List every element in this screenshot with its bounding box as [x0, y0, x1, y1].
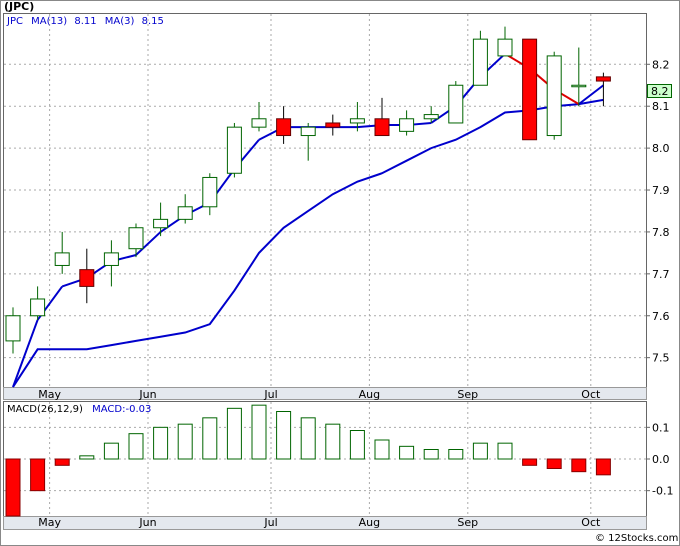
candle-body — [276, 118, 292, 137]
macd-bar — [497, 442, 513, 460]
candle-body — [448, 84, 464, 124]
macd-bar — [177, 423, 193, 460]
candle-body — [30, 298, 46, 317]
candle-body — [300, 126, 316, 137]
macd-bar — [374, 439, 390, 460]
macd-x-tick-label: Jun — [138, 516, 156, 529]
price-x-tick-label: Sep — [457, 388, 478, 401]
candle-body — [595, 76, 611, 82]
candle-body — [546, 55, 562, 137]
candle-body — [202, 176, 218, 208]
macd-bar — [423, 449, 439, 460]
macd-legend: MACD(26,12,9) MACD:-0.03 — [7, 404, 151, 415]
price-date-axis-strip — [3, 387, 647, 400]
candle-body — [522, 38, 538, 141]
candle-body — [79, 269, 95, 287]
macd-bar — [522, 458, 538, 466]
candle-body — [349, 118, 365, 124]
candle-body — [177, 206, 193, 220]
watermark: © 12Stocks.com — [595, 533, 678, 544]
ma3-line-segment — [12, 319, 39, 388]
ma3-line-segment — [578, 84, 605, 105]
price-x-tick-label: Jul — [263, 388, 277, 401]
macd-bar — [349, 430, 365, 460]
macd-bar — [571, 458, 587, 473]
price-x-tick-label: Oct — [581, 388, 601, 401]
ma3-line-segment — [135, 231, 162, 256]
macd-value-label: MACD:-0.03 — [92, 404, 151, 415]
macd-bar — [30, 458, 46, 492]
legend-ticker: JPC — [6, 16, 23, 27]
macd-x-tick-label: Oct — [581, 516, 601, 529]
price-y-tick-label: 7.9 — [652, 184, 670, 197]
macd-bar — [202, 417, 218, 460]
macd-x-tick-label: Aug — [359, 516, 380, 529]
macd-bar — [399, 445, 415, 460]
macd-bar — [300, 417, 316, 460]
legend-ma3-value: 8.15 — [142, 16, 164, 27]
macd-x-tick-label: Sep — [457, 516, 478, 529]
macd-bar — [251, 404, 267, 460]
macd-x-tick-label: Jul — [263, 516, 277, 529]
candle-body — [571, 84, 587, 88]
price-legend: JPC MA(13) 8.11 MA(3) 8.15 — [6, 16, 164, 27]
legend-ma3-label: MA(3) — [105, 16, 135, 27]
candle-body — [103, 252, 119, 266]
axis-labels: 7.5 7.6 7.7 7.8 7.9 8.0 8.1 8.2 May May Jun Jun Jul J… — [38, 58, 673, 529]
ma13-line — [12, 98, 604, 388]
candle-body — [128, 227, 144, 250]
candle-body — [374, 118, 390, 137]
candle-body — [153, 218, 169, 229]
symbol-title: (JPC) — [4, 0, 34, 13]
macd-bar — [325, 423, 341, 460]
candle-body — [251, 118, 267, 128]
candlesticks — [5, 26, 611, 354]
candle-body — [5, 315, 21, 342]
macd-bar — [226, 407, 242, 460]
candle-body — [226, 126, 242, 174]
macd-y-tick-label: 0.0 — [652, 453, 670, 466]
last-price-tag-box — [647, 84, 672, 98]
price-y-tick-label: 7.6 — [652, 310, 670, 323]
price-y-tick-label: 7.8 — [652, 226, 670, 239]
candle-body — [399, 118, 415, 132]
macd-bar — [103, 442, 119, 460]
legend-ma13-value: 8.11 — [74, 16, 96, 27]
legend-ma13-label: MA(13) — [31, 16, 67, 27]
price-y-tick-label: 8.2 — [652, 58, 670, 71]
macd-bar — [546, 458, 562, 469]
macd-bar — [595, 458, 611, 476]
macd-title: MACD(26,12,9) — [7, 404, 83, 415]
macd-bar — [54, 458, 70, 466]
price-x-tick-label: Jun — [138, 388, 156, 401]
macd-bar — [128, 433, 144, 460]
candle-body — [325, 122, 341, 128]
macd-bar — [79, 455, 95, 460]
macd-bar — [5, 458, 21, 517]
macd-y-tick-label: 0.1 — [652, 421, 670, 434]
macd-bar — [276, 411, 292, 460]
price-y-tick-label: 8.0 — [652, 142, 670, 155]
macd-bar — [448, 449, 464, 460]
price-x-tick-label: May — [38, 388, 61, 401]
price-y-tick-label: 8.1 — [652, 100, 670, 113]
price-x-tick-label: Aug — [359, 388, 380, 401]
macd-date-axis-strip — [3, 516, 647, 530]
macd-x-tick-label: May — [38, 516, 61, 529]
candle-body — [497, 38, 513, 57]
candle-body — [472, 38, 488, 86]
macd-bar — [472, 442, 488, 460]
macd-y-tick-label: -0.1 — [652, 485, 673, 498]
last-price-tag: 8.2 — [647, 84, 672, 98]
candle-body — [423, 114, 439, 120]
macd-bars — [5, 404, 611, 517]
last-price-tag-text: 8.2 — [651, 85, 669, 98]
price-y-tick-label: 7.7 — [652, 268, 670, 281]
grid-lines — [4, 14, 650, 516]
price-y-tick-label: 7.5 — [652, 352, 670, 365]
macd-bar — [153, 426, 169, 460]
candle-body — [54, 252, 70, 266]
